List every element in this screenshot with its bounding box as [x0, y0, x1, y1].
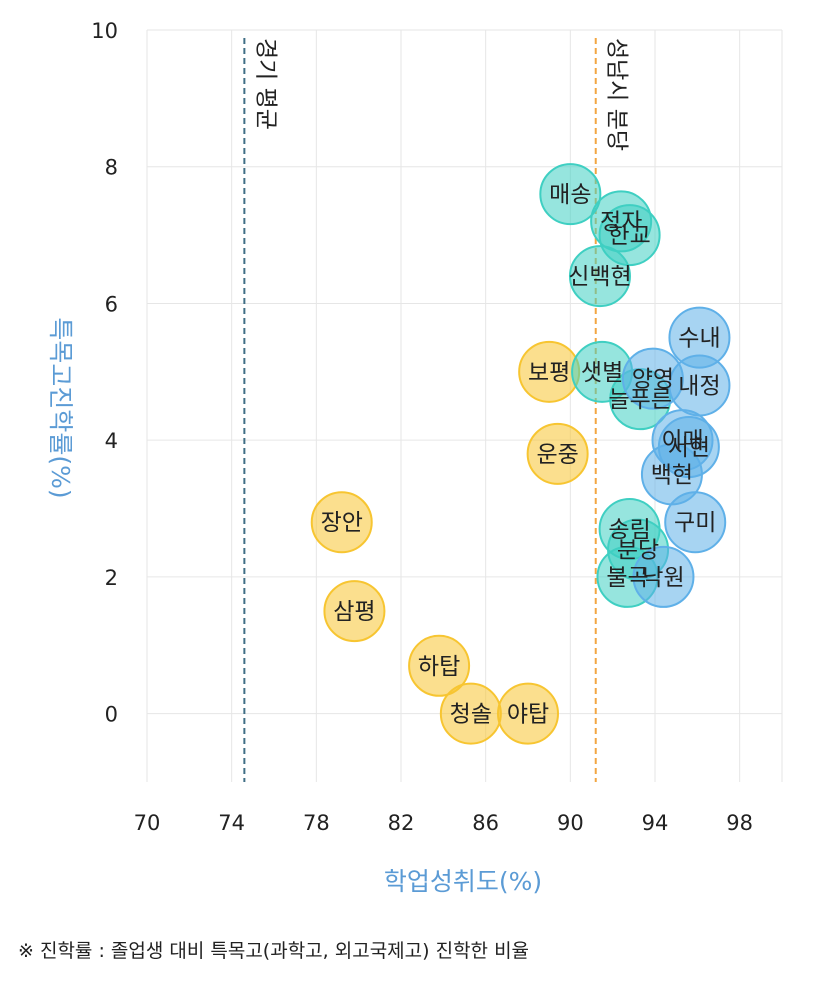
bubble [497, 682, 559, 745]
reference-lines: 경기 평균 성남시 분당 [243, 38, 630, 782]
y-tick-label: 10 [91, 19, 118, 43]
grid-lines [146, 29, 783, 782]
bubble-label: 수내 [678, 326, 720, 352]
bubble [408, 634, 471, 697]
reference-line-label: 성남시 분당 [604, 38, 630, 151]
bubble-label: 송림 [608, 517, 650, 543]
bubble-label: 서현 [668, 435, 710, 461]
bubble-label: 샛별 [581, 360, 623, 386]
bubble-label: 장안 [321, 510, 363, 536]
x-tick-label: 82 [388, 811, 415, 835]
bubble-label: 보평 [528, 360, 570, 386]
bubble-label: 늘푸른 [608, 387, 671, 413]
bubble [632, 545, 695, 608]
bubble-label: 청솔 [450, 702, 492, 728]
x-tick-label: 74 [218, 811, 245, 835]
tick-labels: 70 74 78 82 86 90 94 98 0 2 4 6 8 10 [91, 19, 753, 835]
y-tick-label: 4 [105, 429, 118, 453]
y-tick-label: 8 [105, 156, 118, 180]
x-tick-label: 98 [726, 811, 753, 835]
y-axis-title: 특목고진학률(%) [46, 317, 75, 498]
bubble [664, 491, 727, 554]
bubble-label: 구미 [674, 510, 716, 536]
bubble-label: 매송 [549, 182, 591, 208]
footnote: ※ 진학률 : 졸업생 대비 특목고(과학고, 외고국제고) 진학한 비율 [18, 940, 530, 962]
x-tick-label: 78 [303, 811, 330, 835]
bubble-label: 한교 [608, 223, 650, 249]
reference-line-label: 경기 평균 [252, 38, 278, 130]
bubble-label: 야탑 [507, 702, 549, 728]
x-axis-title: 학업성취도(%) [384, 867, 542, 896]
y-tick-label: 2 [105, 566, 118, 590]
bubble [568, 245, 631, 308]
bubble-label: 낙원 [642, 565, 684, 591]
bubble-label: 불곡 [606, 565, 648, 591]
x-tick-label: 94 [642, 811, 669, 835]
bubble-label: 삼평 [333, 599, 375, 625]
bubble-label: 양영 [632, 367, 674, 393]
y-tick-label: 0 [105, 703, 118, 727]
bubble [539, 163, 602, 226]
bubble-label: 하탑 [418, 654, 460, 680]
bubble-label: 운중 [536, 442, 578, 468]
bubble-label: 내정 [678, 373, 720, 399]
x-tick-label: 86 [472, 811, 499, 835]
bubble [310, 491, 373, 554]
bubble-label: 분당 [617, 538, 659, 564]
x-tick-label: 70 [134, 811, 161, 835]
bubble-label: 신백현 [568, 264, 631, 290]
bubble-label: 정자 [600, 209, 642, 235]
bubble [323, 580, 386, 643]
bubble-label: 이매 [661, 428, 703, 454]
bubble-label: 백현 [651, 462, 693, 488]
bubble [526, 422, 589, 485]
x-tick-label: 90 [557, 811, 584, 835]
y-tick-label: 6 [105, 292, 118, 316]
